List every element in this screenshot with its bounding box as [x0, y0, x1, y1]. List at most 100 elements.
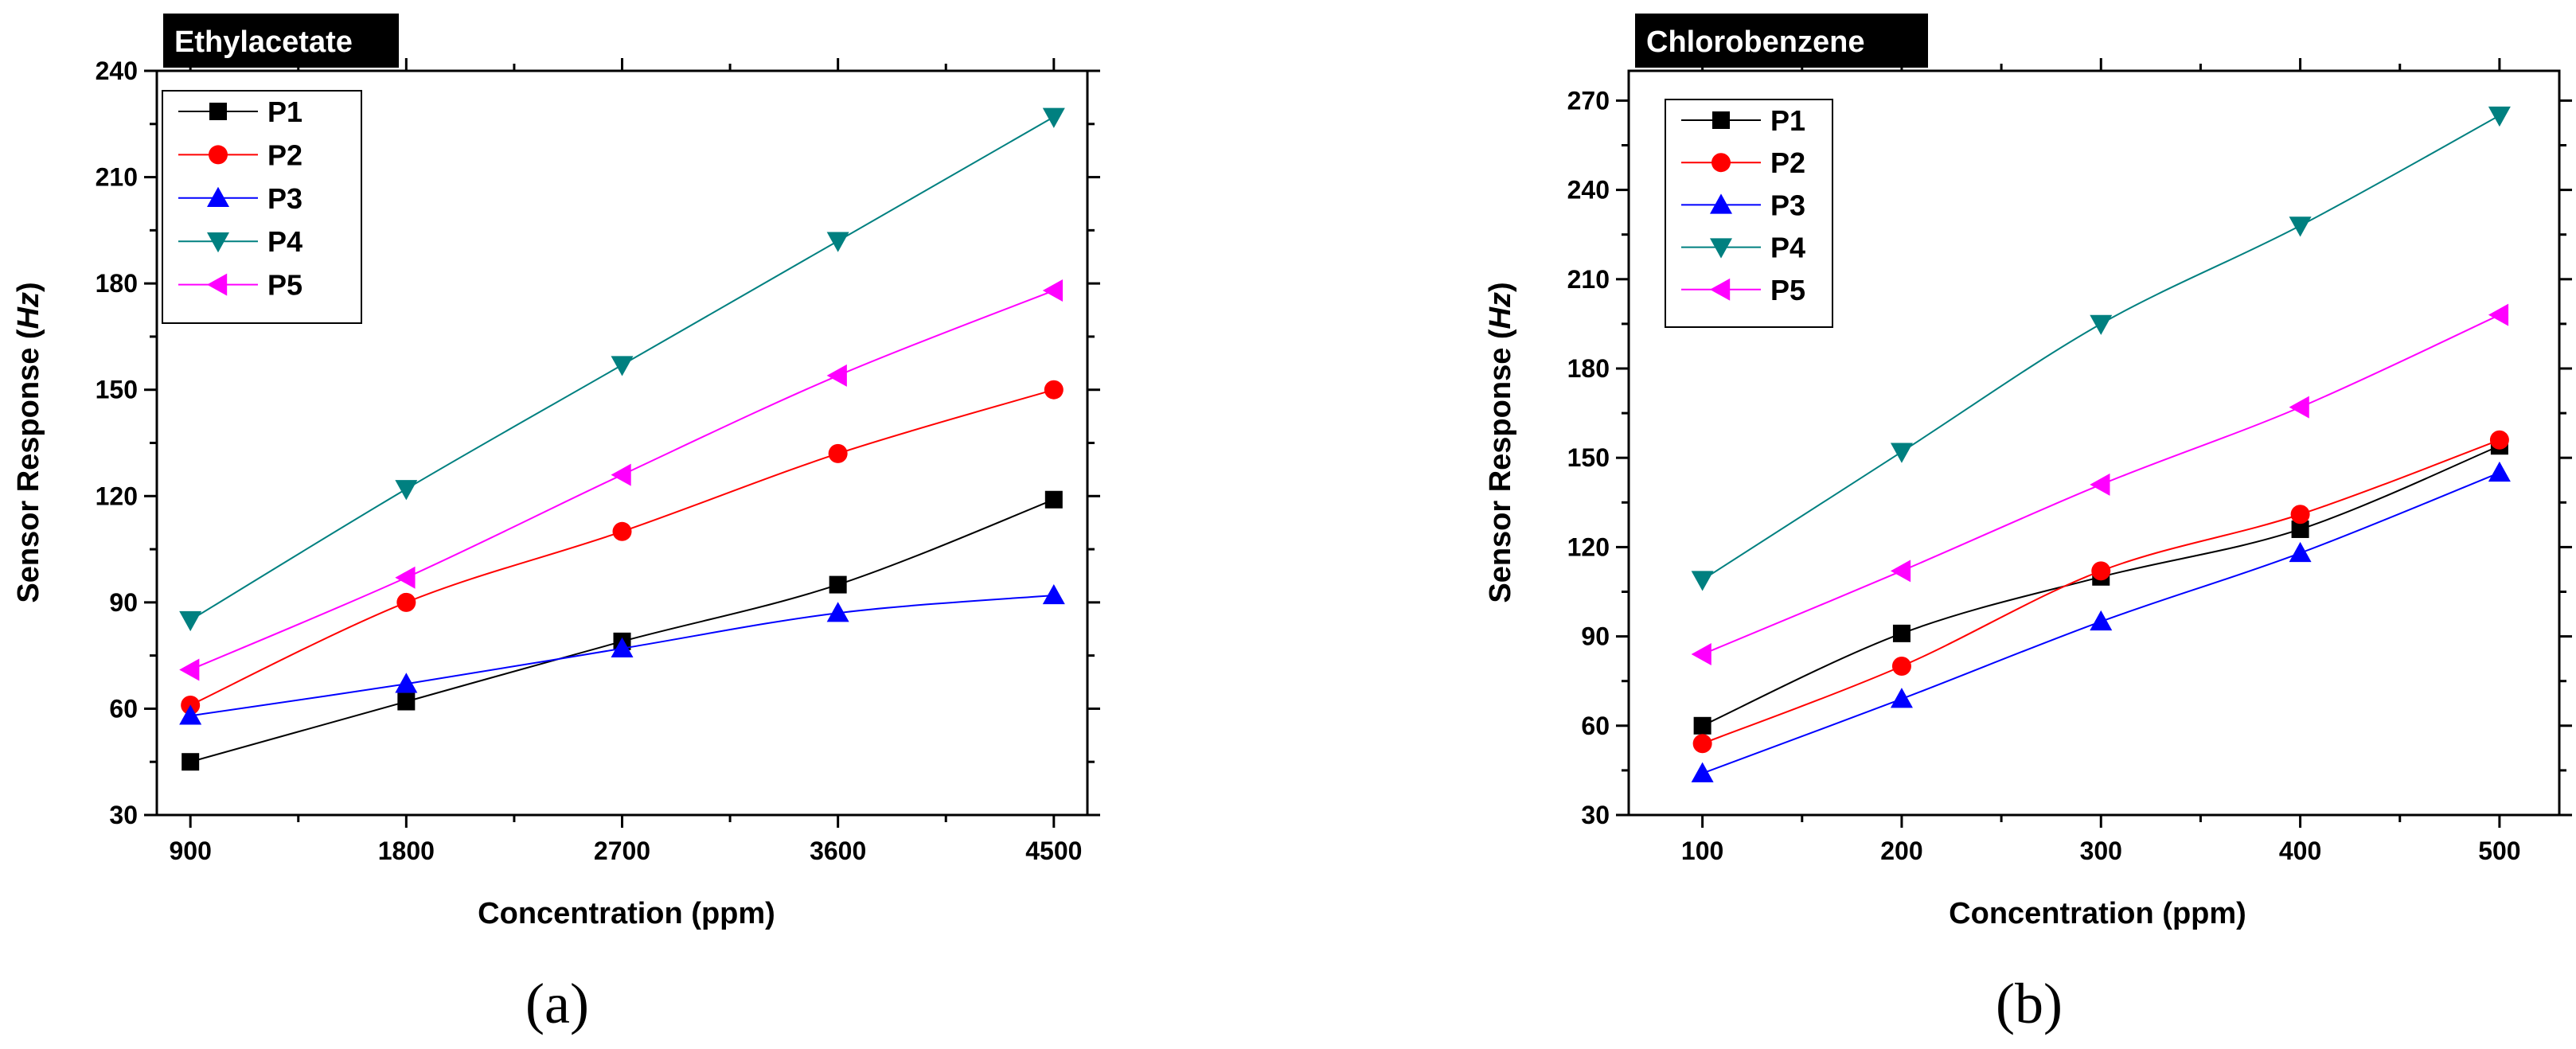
- legend-marker-p5: [1710, 278, 1731, 301]
- legend-marker-p5: [207, 273, 228, 296]
- data-point-p1: [1044, 490, 1063, 509]
- y-tick-label: 180: [1567, 354, 1610, 383]
- series-p3: [1691, 461, 2511, 782]
- legend: P1 P2 P3 P4 P5: [162, 90, 362, 324]
- legend-label-p3: P3: [1770, 189, 1805, 221]
- chart-title: Chlorobenzene: [1646, 25, 1864, 59]
- data-point-p5: [826, 364, 847, 387]
- legend-box: [1665, 99, 1833, 328]
- legend-label-p4: P4: [1770, 232, 1805, 264]
- x-tick-label: 4500: [1025, 836, 1082, 865]
- data-point-p5: [2289, 396, 2309, 419]
- x-tick-label: 900: [169, 836, 211, 865]
- legend-marker-p4: [1710, 238, 1732, 259]
- data-point-p2: [828, 443, 848, 463]
- x-tick-label: 500: [2478, 836, 2520, 865]
- chart-b: 100 200 300 400 500 30 60 90 120 150 180 210 240 270 P…: [1484, 14, 2572, 1035]
- data-point-p5: [179, 658, 200, 681]
- data-point-p4: [826, 232, 849, 252]
- data-point-p4: [2090, 314, 2113, 335]
- x-tick-label: 1800: [378, 836, 435, 865]
- legend-label-p1: P1: [267, 96, 302, 128]
- series-p5: [1691, 303, 2509, 666]
- data-point-p1: [1892, 624, 1911, 642]
- y-axis-label: Sensor Response (Hz): [1484, 282, 1517, 602]
- data-point-p2: [1891, 657, 1911, 676]
- data-point-p5: [395, 566, 416, 589]
- chart-title: Ethylacetate: [174, 25, 353, 59]
- data-point-p2: [2091, 561, 2111, 581]
- data-point-p3: [2488, 461, 2511, 482]
- y-axis-label-prefix: Sensor Response (: [1484, 329, 1517, 603]
- data-point-p1: [829, 575, 847, 594]
- data-point-p3: [1042, 583, 1065, 605]
- y-tick-label: 240: [1567, 176, 1610, 205]
- x-axis-label: Concentration (ppm): [478, 897, 775, 930]
- data-point-p2: [2489, 430, 2509, 450]
- data-point-p5: [2090, 473, 2110, 496]
- data-point-p2: [612, 521, 632, 541]
- x-tick-label: 2700: [594, 836, 650, 865]
- x-tick-label: 300: [2080, 836, 2122, 865]
- data-point-p1: [181, 753, 200, 771]
- series-p5: [179, 279, 1064, 681]
- y-tick-label: 210: [1567, 265, 1610, 294]
- chart-title-box: [1635, 14, 1928, 68]
- y-tick-label: 270: [1567, 86, 1610, 115]
- data-point-p2: [1044, 380, 1064, 400]
- legend-marker-p3: [207, 186, 229, 207]
- data-point-p4: [2488, 106, 2511, 127]
- data-point-p3: [1691, 762, 1714, 782]
- data-point-p2: [396, 592, 416, 612]
- panel-label: (b): [1996, 972, 2063, 1035]
- series-p4: [179, 107, 1065, 632]
- y-axis-label-unit: Hz: [12, 292, 45, 329]
- data-point-p3: [611, 637, 634, 657]
- data-point-p4: [179, 610, 202, 632]
- y-tick-label: 90: [109, 588, 138, 617]
- chart-title-box: [163, 14, 399, 68]
- data-point-p3: [395, 673, 418, 693]
- plot-frame: [1627, 69, 2561, 817]
- data-point-p2: [1692, 734, 1712, 754]
- data-point-p5: [2488, 303, 2509, 326]
- y-tick-label: 60: [109, 694, 138, 723]
- data-point-p1: [2291, 520, 2309, 538]
- legend-marker-p4: [207, 232, 229, 253]
- series-p3: [179, 583, 1065, 725]
- data-point-p3: [826, 602, 849, 622]
- data-point-p4: [1890, 443, 1913, 463]
- series-p4: [1691, 106, 2511, 591]
- legend-label-p1: P1: [1770, 104, 1805, 137]
- y-tick-label: 150: [96, 376, 138, 404]
- legend-label-p5: P5: [267, 269, 302, 302]
- legend-box: [162, 90, 362, 324]
- y-axis-label-unit: Hz: [1484, 292, 1517, 329]
- legend-marker-p2: [209, 145, 228, 165]
- y-tick-label: 240: [96, 57, 138, 85]
- series-p2: [1692, 430, 2509, 754]
- data-point-p5: [1890, 560, 1911, 583]
- legend-label-p2: P2: [267, 138, 302, 171]
- y-axis-label-prefix: Sensor Response (: [12, 329, 45, 603]
- y-tick-label: 120: [96, 482, 138, 510]
- series-line-p2: [189, 388, 1055, 706]
- data-point-p5: [1042, 279, 1064, 302]
- y-tick-label: 30: [109, 801, 138, 829]
- legend-marker-p1: [1712, 111, 1730, 129]
- data-point-p3: [2289, 541, 2312, 563]
- y-tick-label: 210: [96, 163, 138, 192]
- x-tick-label: 3600: [810, 836, 866, 865]
- data-point-p4: [2289, 216, 2312, 237]
- legend-marker-p1: [209, 103, 227, 120]
- y-axis-label: Sensor Response (Hz): [12, 282, 45, 602]
- data-point-p4: [1042, 107, 1065, 128]
- data-point-p3: [179, 704, 202, 725]
- chart-a: 900 1800 2700 3600 4500 30 60 90 120 150 180 210 240…: [12, 14, 1100, 1035]
- y-axis-label-suffix: ): [12, 282, 45, 292]
- legend-label-p3: P3: [267, 182, 302, 215]
- data-point-p5: [611, 463, 631, 486]
- data-point-p4: [395, 480, 418, 501]
- y-axis-label-suffix: ): [1484, 282, 1517, 292]
